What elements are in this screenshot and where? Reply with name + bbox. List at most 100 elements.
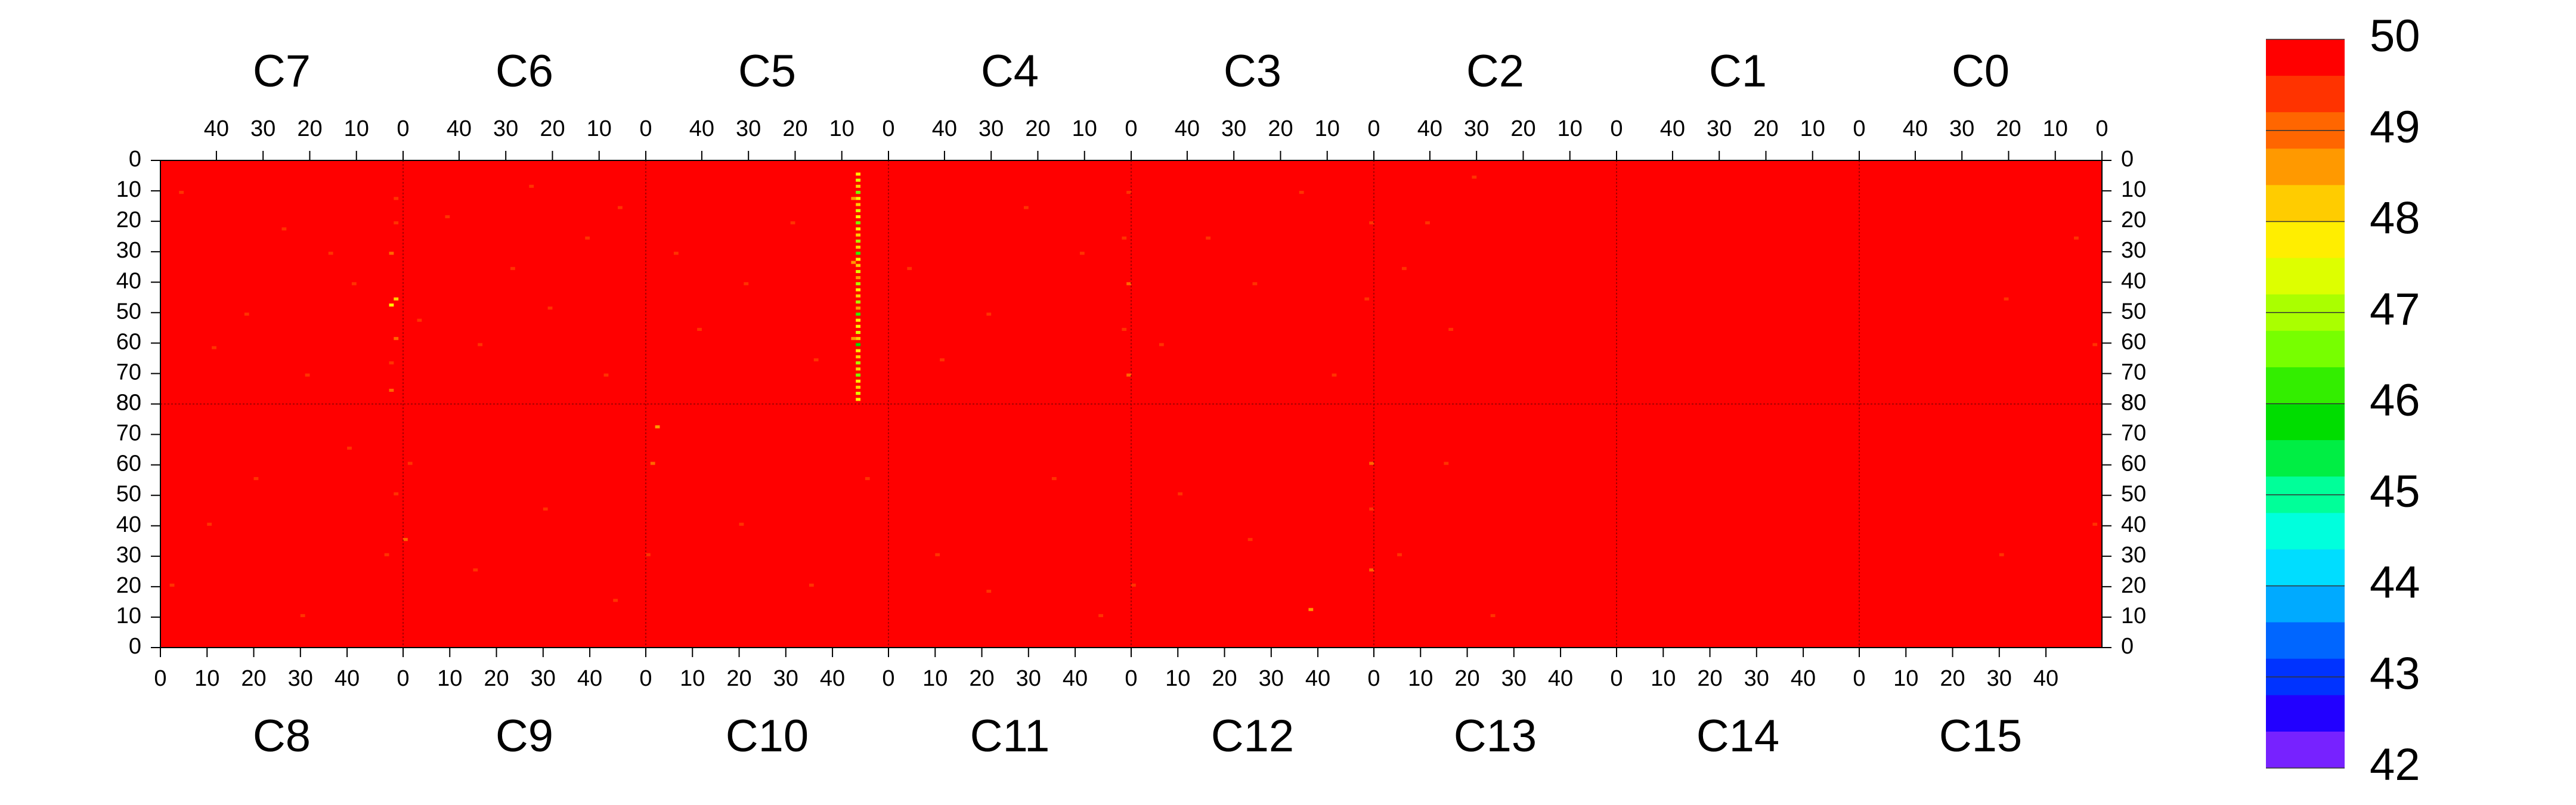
heatmap-cell	[856, 300, 861, 304]
x-tick-label: 30	[773, 666, 798, 691]
y-tick-label: 80	[116, 391, 141, 416]
chip-label: C4	[981, 46, 1039, 97]
heatmap-cell	[813, 358, 819, 362]
heatmap-cell	[856, 324, 861, 328]
y-tick-label: 50	[2121, 482, 2146, 507]
heatmap-background	[888, 160, 1131, 404]
heatmap-cell	[1369, 507, 1374, 511]
x-tick-label: 0	[882, 666, 894, 691]
heatmap-cell	[856, 312, 861, 316]
x-tick-label: 30	[531, 666, 556, 691]
x-tick-label: 10	[1893, 666, 1918, 691]
heatmap-cell	[603, 373, 609, 377]
heatmap-cell	[244, 312, 249, 316]
x-tick-label: 40	[335, 666, 360, 691]
heatmap-cell	[1999, 553, 2004, 556]
heatmap-cell	[856, 294, 861, 298]
x-tick-label: 10	[437, 666, 462, 691]
y-tick-label: 70	[2121, 421, 2146, 446]
heatmap-cell	[856, 252, 861, 255]
colorbar-label: 45	[2370, 466, 2420, 517]
heatmap-cell	[543, 507, 548, 511]
x-tick-label: 20	[1025, 116, 1050, 141]
heatmap-background	[646, 160, 888, 404]
y-tick-label: 70	[116, 421, 141, 446]
x-tick-label: 20	[297, 116, 322, 141]
x-tick-label: 10	[194, 666, 219, 691]
x-tick-label: 10	[922, 666, 948, 691]
chip-label: C12	[1211, 711, 1294, 761]
heatmap-cell	[655, 425, 660, 429]
x-tick-label: 0	[1367, 666, 1380, 691]
chip-label: C15	[1939, 711, 2022, 761]
y-tick-label: 50	[116, 482, 141, 507]
x-tick-label: 10	[680, 666, 705, 691]
y-tick-label: 20	[2121, 573, 2146, 598]
x-tick-label: 40	[1548, 666, 1573, 691]
heatmap-cell	[856, 361, 861, 365]
x-tick-label: 0	[1125, 666, 1137, 691]
heatmap-cell	[856, 239, 861, 243]
x-tick-label: 10	[1558, 116, 1583, 141]
heatmap-cell	[856, 233, 861, 237]
x-tick-label: 20	[782, 116, 807, 141]
x-tick-label: 40	[1660, 116, 1685, 141]
x-tick-label: 40	[1417, 116, 1442, 141]
colorbar-band	[2266, 148, 2345, 185]
colorbar-label: 49	[2370, 102, 2420, 153]
x-tick-label: 0	[397, 666, 409, 691]
x-tick-label: 0	[1853, 116, 1865, 141]
heatmap-cell	[856, 258, 861, 261]
x-tick-label: 20	[1268, 116, 1293, 141]
heatmap-cell	[473, 568, 478, 572]
y-tick-label: 60	[2121, 451, 2146, 476]
heatmap-cell	[856, 270, 861, 273]
colorbar-band	[2266, 367, 2345, 404]
heatmap-cell	[613, 599, 618, 602]
heatmap-cell	[1490, 614, 1496, 617]
heatmap-cell	[851, 261, 856, 264]
y-tick-label: 40	[2121, 268, 2146, 293]
heatmap-cell	[1668, 343, 1673, 346]
heatmap-cell	[1364, 297, 1370, 301]
colorbar-band	[2266, 586, 2345, 623]
heatmap-cell	[1472, 175, 1477, 179]
heatmap-cell	[856, 330, 861, 335]
colorbar-band	[2266, 622, 2345, 660]
heatmap-cell	[1425, 221, 1430, 225]
x-tick-label: 30	[1221, 116, 1246, 141]
heatmap-cell	[1126, 191, 1131, 194]
x-tick-label: 20	[1212, 666, 1237, 691]
heatmap-cell	[646, 553, 651, 556]
heatmap-cell	[389, 361, 394, 365]
heatmap-cell	[986, 589, 992, 593]
heatmap-cell	[1252, 282, 1258, 286]
heatmap-cell	[179, 191, 184, 194]
y-tick-label: 0	[129, 147, 141, 172]
x-tick-label: 10	[1315, 116, 1340, 141]
chip-label: C7	[253, 46, 311, 97]
heatmap-cell	[650, 462, 655, 465]
heatmap-cell	[1397, 553, 1402, 556]
colorbar-label: 50	[2370, 11, 2420, 61]
y-tick-label: 60	[116, 329, 141, 354]
heatmap-cell	[856, 379, 861, 383]
chip-label: C5	[738, 46, 796, 97]
x-tick-label: 30	[736, 116, 761, 141]
heatmap-cell	[212, 346, 216, 349]
heatmap-cell	[2074, 236, 2079, 240]
heatmap-cell	[856, 209, 861, 212]
y-tick-label: 40	[2121, 512, 2146, 537]
heatmap-cell	[478, 343, 483, 346]
x-tick-label: 40	[1791, 666, 1816, 691]
heatmap-cell	[856, 392, 861, 395]
heatmap-cell	[510, 267, 515, 270]
y-tick-label: 60	[2121, 329, 2146, 354]
heatmap-cell	[856, 197, 861, 200]
x-tick-label: 40	[577, 666, 602, 691]
colorbar-band	[2266, 330, 2345, 368]
y-tick-label: 50	[116, 299, 141, 324]
x-tick-label: 20	[726, 666, 751, 691]
heatmap-cell	[1206, 236, 1211, 240]
heatmap-cell	[856, 245, 861, 249]
